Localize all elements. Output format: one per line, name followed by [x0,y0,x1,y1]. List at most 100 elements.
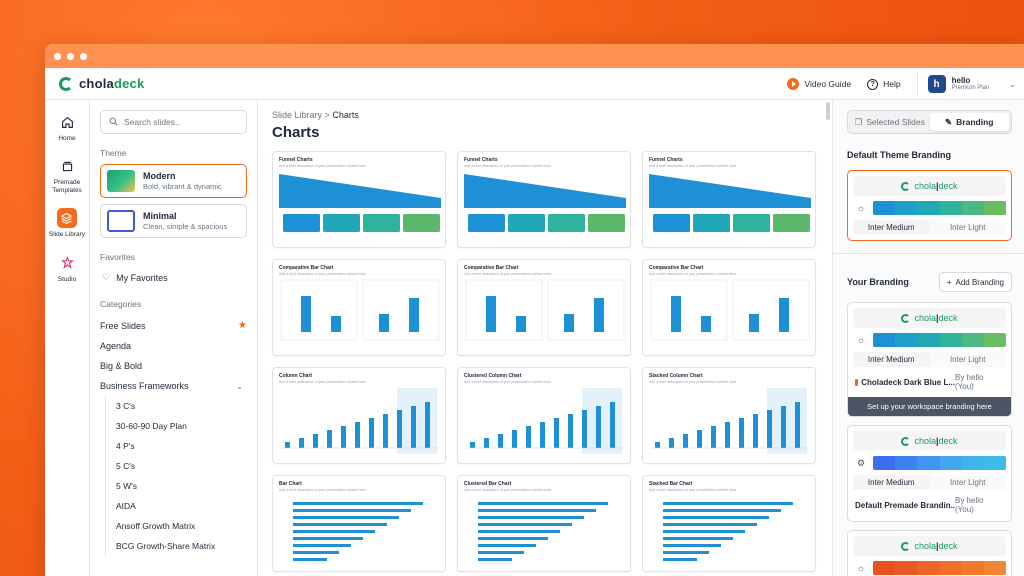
column-bar [341,426,346,448]
slide-card[interactable]: Comparative Bar Chart Add a brief descrip… [272,259,446,356]
subcategory-item[interactable]: 30-60-90 Day Plan [116,421,187,431]
funnel-stage-card [733,214,770,232]
app-logo[interactable]: choladeck [45,76,144,91]
rail-item-studio[interactable]: Studio [57,253,77,283]
plus-icon: + [946,277,952,287]
subcategory-item[interactable]: 3 C's [116,401,136,411]
add-branding-button[interactable]: + Add Branding [938,272,1012,292]
slide-card[interactable]: Clustered Column Chart Add a brief descri… [457,367,631,464]
column-bar [568,414,573,448]
brand-logo-preview: chola|deck [853,431,1006,451]
help-button[interactable]: ? Help [867,78,901,90]
subcategory-list: 3 C's 30-60-90 Day Plan 4 P's 5 C's 5 W'… [105,396,247,556]
slide-card[interactable]: Funnel Charts Add a brief description of … [457,151,631,248]
brand-logo-text: chola|deck [914,541,958,551]
slide-subtitle: Add a brief description of your presenta… [464,164,552,168]
slide-title: Comparative Bar Chart [649,265,704,271]
funnel-shape [279,174,441,208]
slide-card[interactable]: Stacked Column Chart Add a brief descript… [642,367,816,464]
theme-title: Modern [143,171,176,181]
horizontal-bar [293,523,387,526]
video-guide-button[interactable]: Video Guide [787,78,851,90]
column-bar [369,418,374,448]
add-branding-label: Add Branding [955,277,1004,287]
slide-card[interactable]: Column Chart Add a brief description of y… [272,367,446,464]
window-dot[interactable] [67,52,74,60]
category-big-bold[interactable]: Big & Bold [100,356,247,376]
slide-title: Clustered Bar Chart [464,481,512,487]
user-menu[interactable]: h hello Premium Plan ⌄ [916,72,1016,96]
bar [594,298,604,332]
brand-card-premade[interactable]: chola|deck ⚙ Inter Medium Inter Light De… [847,425,1012,522]
window-dot[interactable] [80,52,87,60]
bar [409,298,419,332]
theme-thumbnail [107,170,135,192]
font-secondary: Inter Light [929,220,1006,235]
window-dot[interactable] [54,52,61,60]
highlight-box [767,388,807,454]
column-bar [781,406,786,448]
horizontal-bar [478,551,524,554]
slide-title: Funnel Charts [649,157,683,163]
subcategory-item[interactable]: 5 C's [116,461,136,471]
brand-card-dark-blue[interactable]: chola|deck ☼ Inter Medium Inter Light Ch… [847,302,1012,417]
brand-card-default[interactable]: chola|deck ☼ Inter Medium Inter Light [847,170,1012,241]
scrollbar-thumb[interactable] [826,102,830,120]
slide-card[interactable]: Comparative Bar Chart Add a brief descrip… [642,259,816,356]
subcategory-item[interactable]: Ansoff Growth Matrix [116,521,196,531]
my-favorites-link[interactable]: ♡ My Favorites [100,268,247,285]
subcategory-item[interactable]: 5 W's [116,481,137,491]
chart-panel [362,279,440,341]
slide-card[interactable]: Funnel Charts Add a brief description of … [272,151,446,248]
palette-row: ☼ [853,561,1006,575]
subcategory-item[interactable]: BCG Growth-Share Matrix [116,541,216,551]
funnel-shape [649,174,811,208]
tab-branding[interactable]: ✎ Branding [929,113,1009,131]
horizontal-bar [663,544,721,547]
panel-tabs: ❐ Selected Slides ✎ Branding [847,110,1012,134]
breadcrumb-parent-link[interactable]: Slide Library [272,110,323,120]
rail-item-slide-library[interactable]: Slide Library [49,208,85,238]
highlight-box [582,388,622,454]
avatar: h [927,75,946,93]
slide-card[interactable]: Funnel Charts Add a brief description of … [642,151,816,248]
slide-subtitle: Add a brief description of your presenta… [464,488,552,492]
category-free-slides[interactable]: Free Slides ★ [100,315,247,336]
slide-subtitle: Add a brief description of your presenta… [279,488,367,492]
theme-option-modern[interactable]: Modern Bold, vibrant & dynamic [100,164,247,198]
slide-card[interactable]: Stacked Bar Chart Add a brief description… [642,475,816,572]
layers-icon [56,208,77,229]
search-input[interactable] [124,117,234,127]
column-bar [411,406,416,448]
slide-preview [279,174,441,232]
category-agenda[interactable]: Agenda [100,336,247,356]
rail-item-home[interactable]: Home [57,112,77,142]
slide-card[interactable]: Comparative Bar Chart Add a brief descrip… [457,259,631,356]
slide-card[interactable]: Clustered Bar Chart Add a brief descripti… [457,475,631,572]
color-swatches [873,561,1006,575]
font-primary: Inter Medium [853,475,930,490]
font-primary: Inter Medium [853,220,930,235]
category-business-frameworks[interactable]: Business Frameworks ⌄ [100,376,247,396]
brand-logo-preview: chola|deck [853,308,1006,328]
column-bar [610,402,615,448]
brand-name: Choladeck Dark Blue L... [861,377,955,387]
subcategory-item[interactable]: AIDA [116,501,136,511]
search-box[interactable] [100,110,247,134]
tab-selected-slides[interactable]: ❐ Selected Slides [850,113,930,131]
rail-item-templates[interactable]: Premade Templates [45,156,89,194]
user-name: hello [951,75,971,85]
color-swatches [873,201,1006,215]
logo-mark-icon [901,313,911,323]
brand-card-orange[interactable]: chola|deck ☼ [847,530,1012,576]
font-secondary: Inter Light [929,475,1006,490]
horizontal-bar [478,516,584,519]
theme-option-minimal[interactable]: Minimal Clean, simple & spacious [100,204,247,238]
theme-heading: Theme [100,148,127,158]
column-bar [355,422,360,448]
home-icon [57,112,77,132]
slide-card[interactable]: Bar Chart Add a brief description of your… [272,475,446,572]
funnel-stage-card [283,214,320,232]
horizontal-bar [478,523,572,526]
subcategory-item[interactable]: 4 P's [116,441,135,451]
